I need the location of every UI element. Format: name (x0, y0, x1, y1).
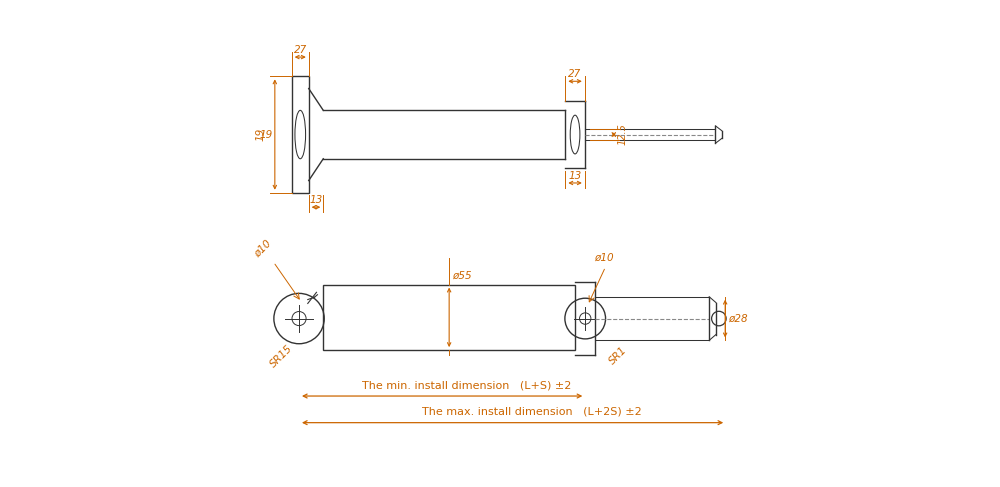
Bar (292, 76, 309, 193)
Text: SR1: SR1 (607, 345, 629, 367)
Text: 27: 27 (568, 69, 582, 79)
Text: SR15: SR15 (269, 343, 295, 369)
Text: 19: 19 (255, 128, 265, 141)
Text: The min. install dimension   (L+S) ±2: The min. install dimension (L+S) ±2 (362, 380, 571, 390)
Text: 27: 27 (294, 45, 307, 55)
Text: 13: 13 (568, 170, 582, 181)
Text: The max. install dimension   (L+2S) ±2: The max. install dimension (L+2S) ±2 (422, 407, 642, 417)
Text: ø28: ø28 (728, 314, 748, 323)
Text: ø10: ø10 (594, 253, 613, 263)
Text: ø10: ø10 (252, 238, 273, 259)
Text: 13: 13 (309, 195, 323, 205)
Text: 12.5: 12.5 (618, 124, 628, 146)
Text: 19: 19 (259, 130, 272, 140)
Bar (323, 285, 575, 350)
Text: ø55: ø55 (452, 271, 472, 281)
